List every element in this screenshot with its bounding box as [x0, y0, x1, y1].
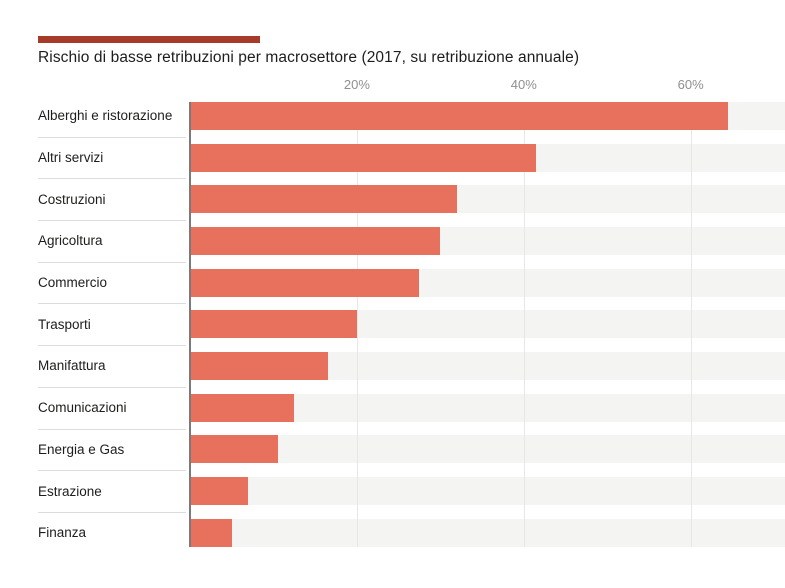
category-label-cell: Agricoltura: [0, 220, 190, 262]
chart-row: Energia e Gas: [0, 428, 785, 471]
bar-track: [190, 185, 785, 214]
bar: [190, 351, 328, 380]
category-label: Trasporti: [38, 316, 91, 332]
bar: [190, 393, 295, 422]
bar: [190, 185, 458, 214]
bar-track: [190, 101, 785, 130]
x-axis-tick-labels: 20% 40% 60%: [190, 77, 785, 94]
bar-track: [190, 477, 785, 506]
category-label-cell: Finanza: [0, 511, 190, 554]
bar: [190, 310, 357, 339]
chart-row: Altri servizi: [0, 136, 785, 179]
category-label-cell: Costruzioni: [0, 178, 190, 220]
chart-row: Estrazione: [0, 470, 785, 512]
category-label-cell: Altri servizi: [0, 136, 190, 179]
chart-row: Commercio: [0, 261, 785, 304]
category-label: Manifattura: [38, 358, 106, 374]
category-label-cell: Commercio: [0, 261, 190, 304]
bar: [190, 435, 278, 464]
x-tick-label: 40%: [510, 77, 537, 92]
bar-track: [190, 268, 785, 297]
bar: [190, 226, 441, 255]
bar: [190, 477, 249, 506]
bar: [190, 143, 537, 172]
category-label-cell: Estrazione: [0, 470, 190, 512]
chart-row: Manifattura: [0, 345, 785, 387]
bar: [190, 518, 232, 547]
chart-row: Alberghi e ristorazione: [0, 95, 785, 137]
bar: [190, 101, 729, 130]
category-label-cell: Manifattura: [0, 345, 190, 387]
bar-track: [190, 351, 785, 380]
category-label: Commercio: [38, 275, 108, 291]
category-label: Costruzioni: [38, 191, 106, 207]
category-label-cell: Energia e Gas: [0, 428, 190, 471]
bar-track: [190, 393, 785, 422]
bar-chart: Alberghi e ristorazione Altri servizi Cost…: [0, 95, 785, 554]
category-label: Estrazione: [38, 483, 102, 499]
category-label-cell: Comunicazioni: [0, 386, 190, 429]
y-axis-line: [189, 102, 191, 547]
chart-row: Trasporti: [0, 303, 785, 345]
chart-row: Costruzioni: [0, 178, 785, 220]
chart-row: Comunicazioni: [0, 386, 785, 429]
bar-track: [190, 143, 785, 172]
chart-row: Finanza: [0, 511, 785, 554]
x-tick-label: 20%: [343, 77, 370, 92]
category-label: Energia e Gas: [38, 441, 125, 457]
bar-track: [190, 518, 785, 547]
bar: [190, 268, 420, 297]
chart-title: Rischio di basse retribuzioni per macros…: [38, 49, 580, 66]
bar-track: [190, 435, 785, 464]
category-label: Altri servizi: [38, 150, 104, 166]
accent-rule: [38, 36, 260, 43]
bar-track: [190, 310, 785, 339]
category-label-cell: Alberghi e ristorazione: [0, 95, 190, 137]
category-label: Finanza: [38, 525, 87, 541]
plot-area: Alberghi e ristorazione Altri servizi Cost…: [0, 95, 785, 554]
x-tick-label: 60%: [677, 77, 704, 92]
category-label: Agricoltura: [38, 233, 103, 249]
category-label: Comunicazioni: [38, 400, 127, 416]
category-label: Alberghi e ristorazione: [38, 108, 173, 124]
chart-row: Agricoltura: [0, 220, 785, 262]
bar-track: [190, 226, 785, 255]
category-label-cell: Trasporti: [0, 303, 190, 345]
